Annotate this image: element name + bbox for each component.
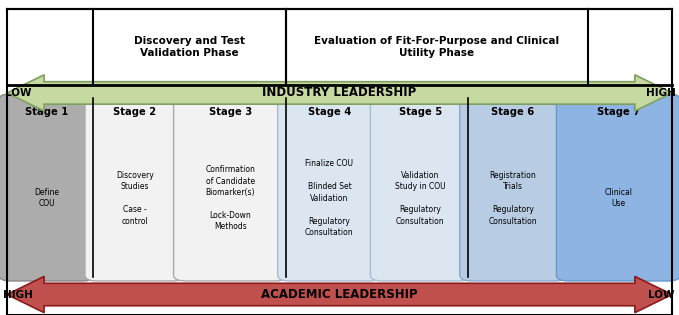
Text: Finalize COU

Blinded Set
Validation

Regulatory
Consultation: Finalize COU Blinded Set Validation Regu… [305, 159, 354, 237]
Text: Clinical
Use: Clinical Use [604, 188, 632, 209]
Text: Validation
Study in COU

Regulatory
Consultation: Validation Study in COU Regulatory Consu… [395, 171, 445, 226]
Text: Stage 3: Stage 3 [209, 107, 252, 117]
FancyBboxPatch shape [174, 94, 287, 281]
Text: Discovery
Studies

Case -
control: Discovery Studies Case - control [116, 171, 154, 226]
Text: ACADEMIC LEADERSHIP: ACADEMIC LEADERSHIP [261, 288, 418, 301]
Text: Stage 6: Stage 6 [492, 107, 535, 117]
Text: Stage 5: Stage 5 [399, 107, 442, 117]
Text: Evaluation of Fit-For-Purpose and Clinical
Utility Phase: Evaluation of Fit-For-Purpose and Clinic… [314, 37, 559, 58]
FancyBboxPatch shape [0, 94, 94, 281]
Text: Registration
Trials

Regulatory
Consultation: Registration Trials Regulatory Consultat… [489, 171, 538, 226]
FancyBboxPatch shape [278, 94, 381, 281]
Polygon shape [7, 277, 672, 312]
Text: Stage 7: Stage 7 [597, 107, 640, 117]
Text: Stage 1: Stage 1 [25, 107, 69, 117]
FancyBboxPatch shape [460, 94, 566, 281]
FancyBboxPatch shape [556, 94, 679, 281]
Text: HIGH: HIGH [3, 289, 33, 300]
Text: Stage 4: Stage 4 [308, 107, 351, 117]
Text: Confirmation
of Candidate
Biomarker(s)

Lock-Down
Methods: Confirmation of Candidate Biomarker(s) L… [206, 165, 255, 231]
Polygon shape [7, 75, 672, 111]
Text: HIGH: HIGH [646, 88, 676, 98]
Text: Define
COU: Define COU [34, 188, 59, 209]
FancyBboxPatch shape [85, 94, 185, 281]
FancyBboxPatch shape [371, 94, 471, 281]
Text: INDUSTRY LEADERSHIP: INDUSTRY LEADERSHIP [262, 86, 417, 100]
Text: Stage 2: Stage 2 [113, 107, 157, 117]
Text: LOW: LOW [648, 289, 674, 300]
Text: LOW: LOW [5, 88, 31, 98]
Text: Discovery and Test
Validation Phase: Discovery and Test Validation Phase [134, 37, 245, 58]
